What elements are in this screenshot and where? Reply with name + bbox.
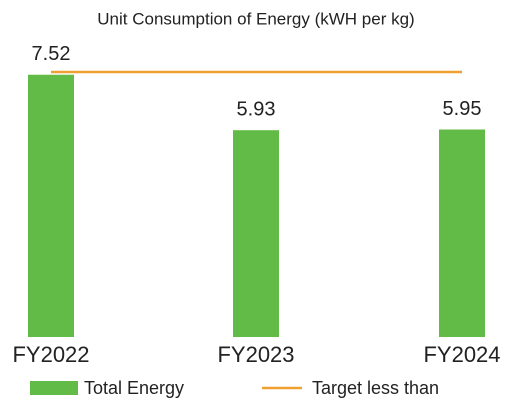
legend-label: Total Energy <box>84 378 184 398</box>
value-label: 5.93 <box>237 98 276 120</box>
chart-title: Unit Consumption of Energy (kWH per kg) <box>97 9 414 28</box>
bar <box>233 130 279 337</box>
x-tick-label: FY2022 <box>12 342 89 367</box>
value-label: 5.95 <box>443 98 482 120</box>
bar <box>439 129 485 337</box>
x-tick-label: FY2024 <box>423 342 500 367</box>
value-label: 7.52 <box>32 43 71 65</box>
x-tick-label: FY2023 <box>217 342 294 367</box>
bar <box>28 74 74 338</box>
legend-label: Target less than <box>312 378 439 398</box>
legend-swatch <box>30 381 78 395</box>
